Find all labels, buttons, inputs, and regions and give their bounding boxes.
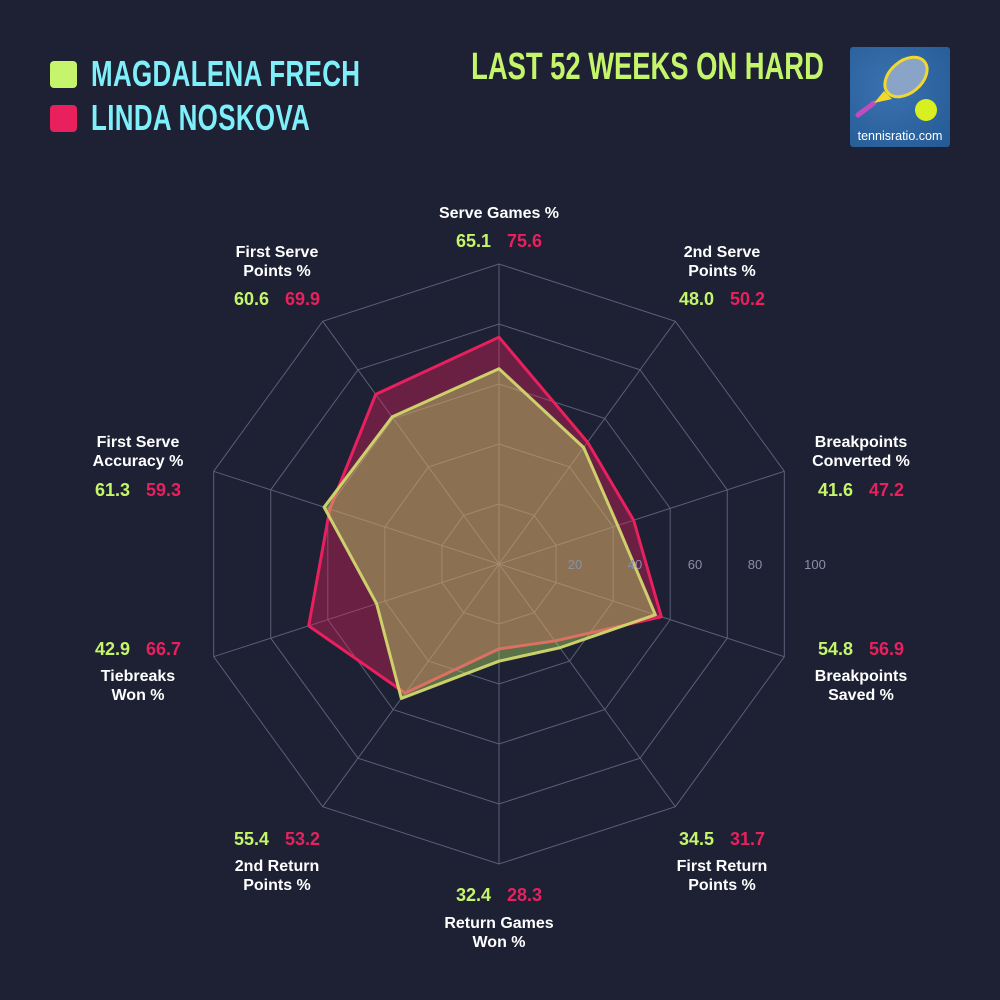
racket-icon [855,55,937,121]
axis-label: Breakpoints [815,668,908,685]
legend-item-player1: MAGDALENA FRECH [50,52,465,96]
value-label-player2: 69.9 [285,289,320,309]
axis-label: Accuracy % [93,453,184,470]
axis-label: Breakpoints [815,434,908,451]
value-label-player2: 28.3 [507,885,542,905]
grid-spoke [498,563,676,807]
value-label-player2: 66.7 [146,639,181,659]
value-label-player1: 42.9 [95,639,130,659]
grid-spoke [213,470,500,565]
tick-label: 80 [748,557,762,572]
series-area-2 [307,335,663,695]
legend-item-player2: LINDA NOSKOVA [50,96,465,140]
legend-label-player1: MAGDALENA FRECH [91,53,361,94]
axis-label: Points % [243,877,311,894]
axis-label: Return Games [444,915,553,932]
value-label-player2: 59.3 [146,480,181,500]
tennisratio-logo[interactable]: tennisratio.com [850,47,950,147]
grid-spoke [322,321,500,565]
value-label-player1: 55.4 [234,829,269,849]
value-label-player2: 53.2 [285,829,320,849]
axis-label: First Serve [236,244,319,261]
value-label-player2: 31.7 [730,829,765,849]
value-label-player1: 32.4 [456,885,491,905]
chart-title: LAST 52 WEEKS ON HARD [471,46,824,88]
tick-label: 60 [688,557,702,572]
axis-label: Converted % [812,453,910,470]
value-label-player2: 75.6 [507,231,542,251]
series-area-1 [322,367,657,700]
axis-label: Serve Games % [439,205,559,222]
axis-label: Points % [688,877,756,894]
tick-label: 20 [568,557,582,572]
axis-label: 2nd Serve [684,244,761,261]
axis-label: Tiebreaks [101,668,176,685]
value-label-player1: 41.6 [818,480,853,500]
value-label-player1: 48.0 [679,289,714,309]
grid-spoke [498,470,785,565]
tick-label: 40 [628,557,642,572]
value-label-player1: 65.1 [456,231,491,251]
legend-swatch-player2 [50,104,77,132]
grid-spoke [322,563,500,807]
value-label-player1: 60.6 [234,289,269,309]
axis-label: First Serve [97,434,180,451]
value-label-player1: 61.3 [95,480,130,500]
value-label-player1: 34.5 [679,829,714,849]
value-label-player1: 54.8 [818,639,853,659]
logo-text: tennisratio.com [857,129,943,143]
axis-label: Saved % [828,687,894,704]
grid-spoke [213,563,500,658]
axis-label: Won % [111,687,164,704]
tick-label: 100 [804,557,826,572]
axis-label: 2nd Return [235,858,319,875]
axis-label: Points % [243,263,311,280]
value-label-player2: 47.2 [869,480,904,500]
axis-label: Won % [472,934,525,951]
legend: MAGDALENA FRECH LINDA NOSKOVA [50,52,465,140]
legend-label-player2: LINDA NOSKOVA [91,97,311,138]
axis-label: First Return [677,858,768,875]
grid-spoke [498,563,785,658]
value-label-player2: 50.2 [730,289,765,309]
axis-label: Points % [688,263,756,280]
value-label-player2: 56.9 [869,639,904,659]
legend-swatch-player1 [50,60,77,88]
